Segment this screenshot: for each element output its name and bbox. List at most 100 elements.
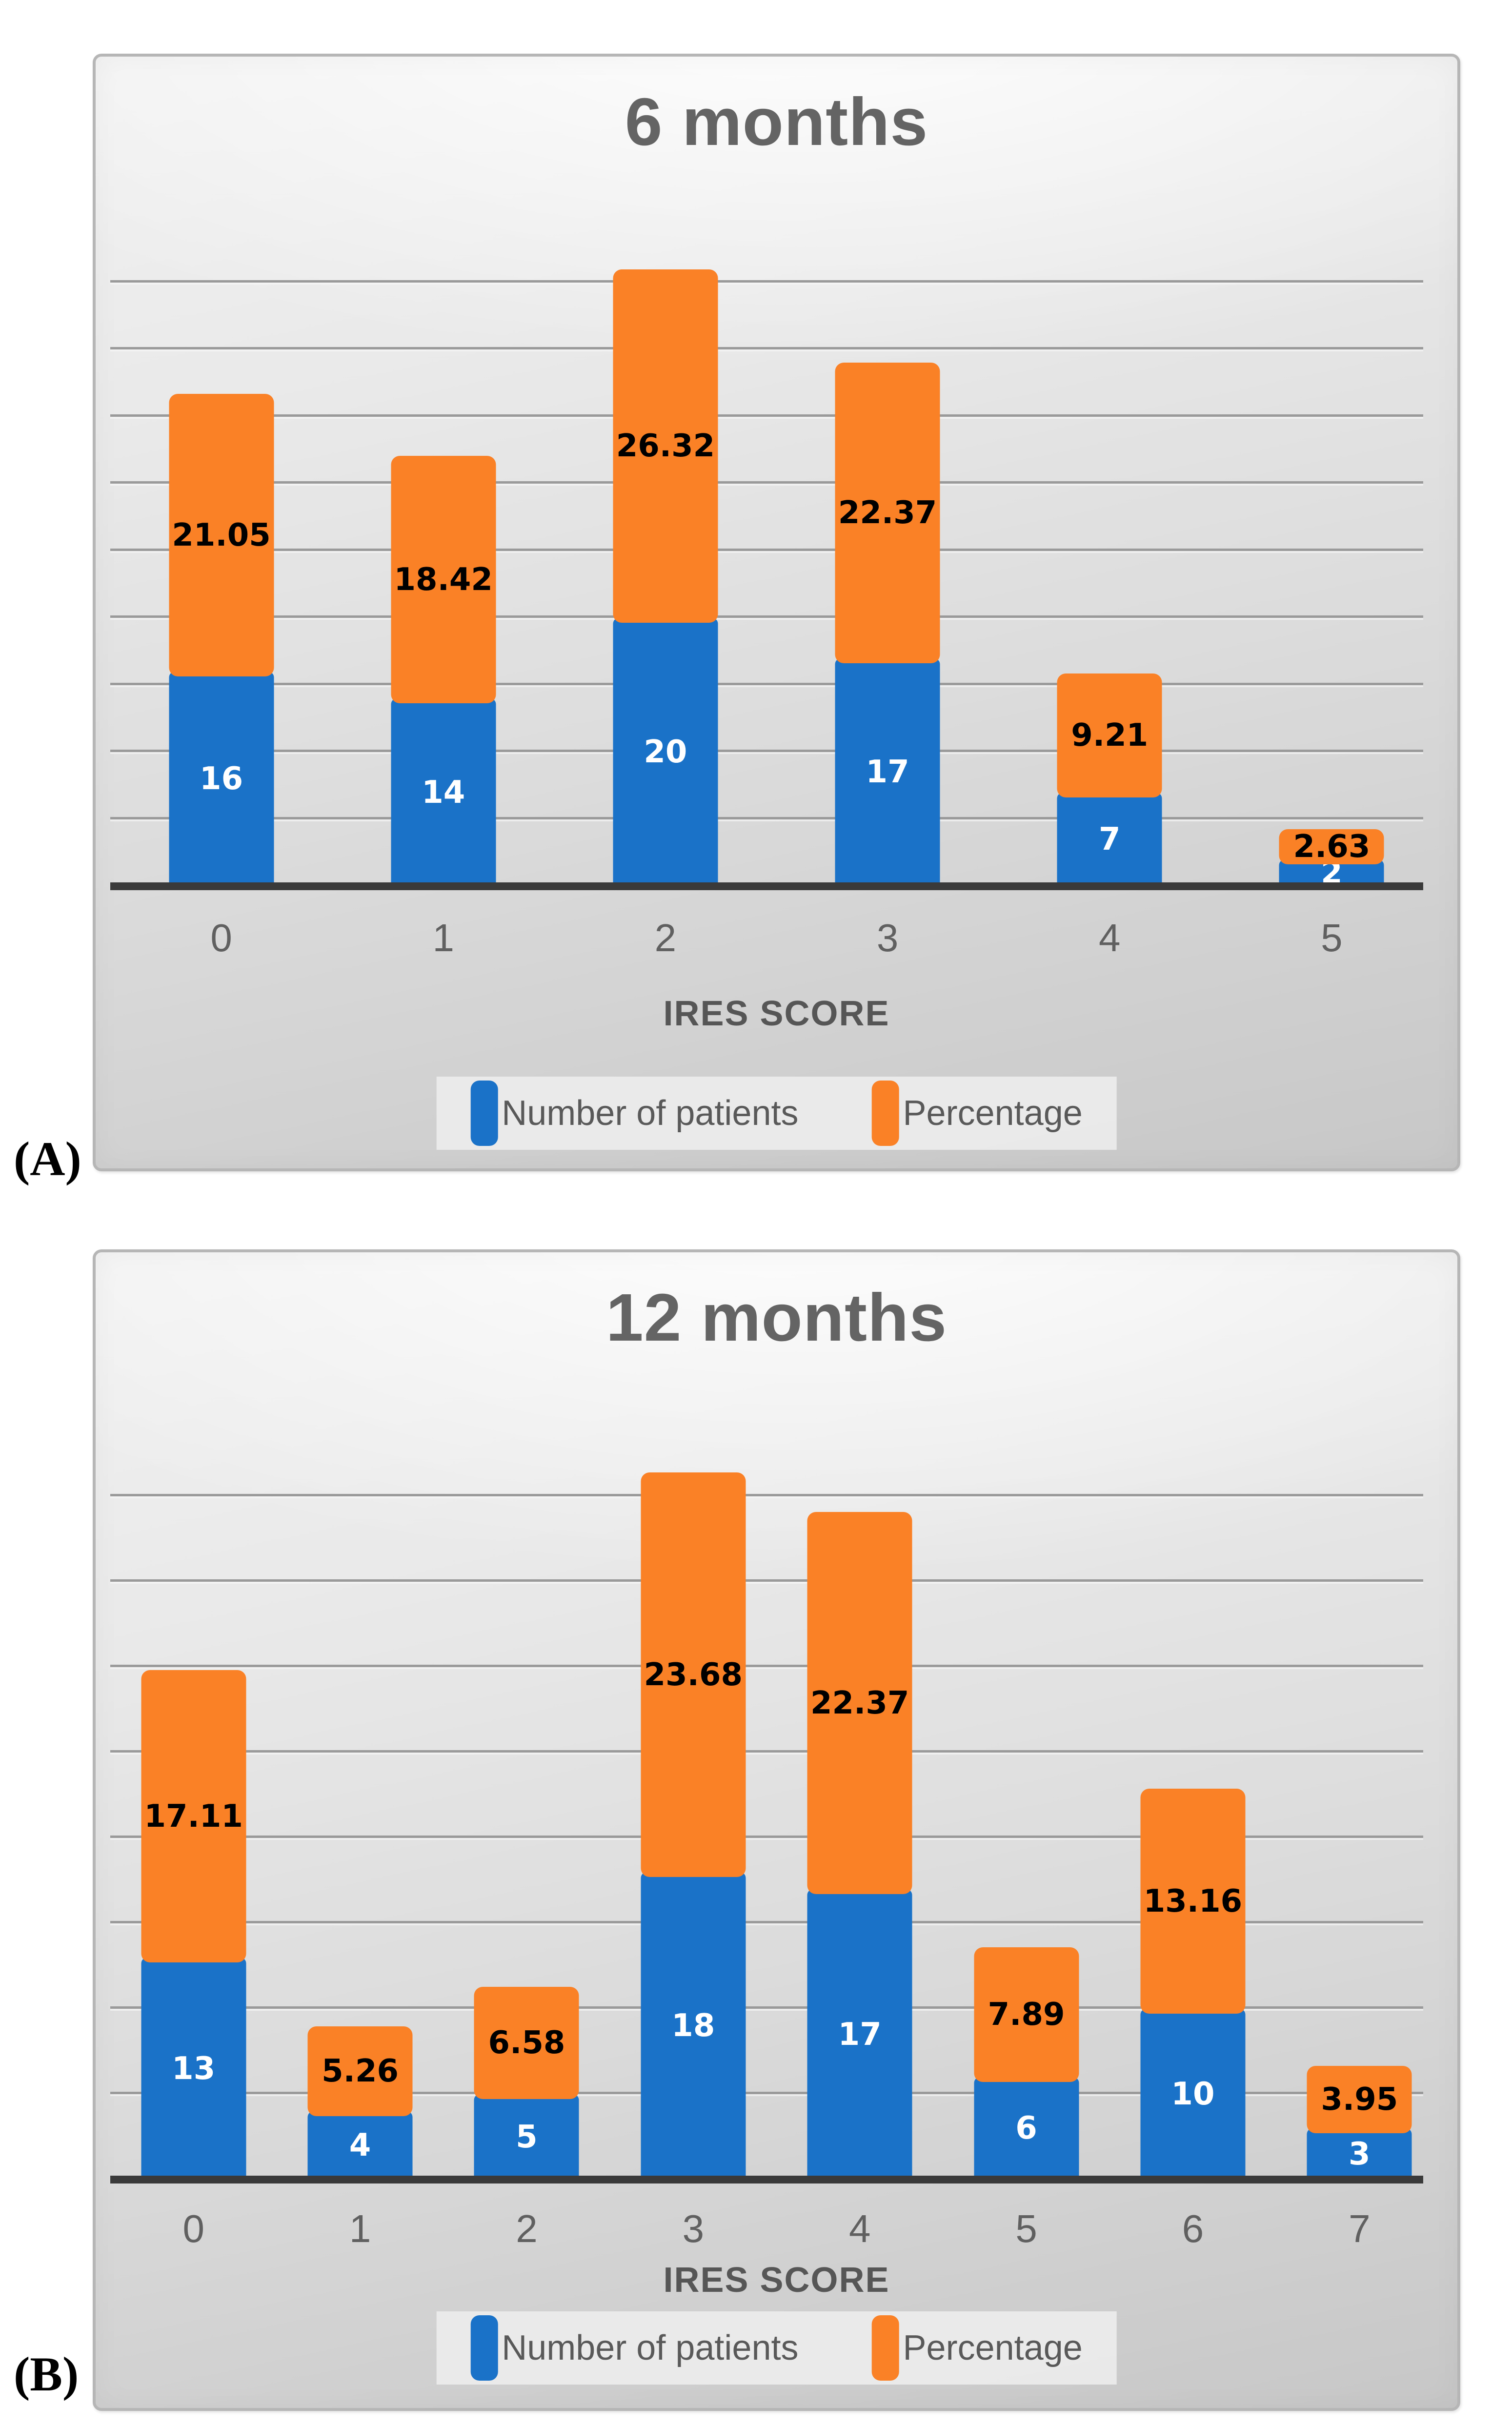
bar-value-label-patients: 16 bbox=[200, 761, 243, 797]
stacked-bar: 22.37 17 bbox=[835, 363, 940, 886]
legend-item-patients: Number of patients bbox=[470, 1081, 799, 1146]
bar-segment-patients: 20 bbox=[613, 618, 718, 886]
bar-segment-percentage: 22.37 bbox=[835, 363, 940, 663]
legend: Number of patients Percentage bbox=[436, 1077, 1117, 1150]
bar-segment-patients: 7 bbox=[1057, 792, 1162, 886]
bar-value-label-percentage: 21.05 bbox=[172, 517, 271, 553]
bar-segment-patients: 18 bbox=[641, 1872, 746, 2180]
bar-value-label-percentage: 22.37 bbox=[810, 1685, 909, 1721]
x-axis-title: IRES SCORE bbox=[663, 2261, 890, 2300]
gridline bbox=[110, 347, 1423, 349]
bar-value-label-percentage: 18.42 bbox=[394, 561, 493, 598]
bar-group: 23.68 18 bbox=[610, 1428, 776, 2180]
bar-value-label-percentage: 26.32 bbox=[616, 428, 715, 465]
chart-title: 6 months bbox=[625, 84, 928, 160]
bar-value-label-patients: 17 bbox=[866, 754, 909, 791]
gridline bbox=[110, 750, 1423, 752]
bar-value-label-patients: 18 bbox=[671, 2008, 715, 2044]
bar-segment-percentage: 26.32 bbox=[613, 269, 718, 623]
gridline bbox=[110, 1921, 1423, 1923]
gridline bbox=[110, 1665, 1423, 1667]
bar-group: 22.37 17 bbox=[777, 1428, 943, 2180]
x-tick-label: 3 bbox=[876, 916, 899, 959]
legend-label-percentage: Percentage bbox=[903, 1094, 1083, 1133]
legend-swatch-patients bbox=[470, 1081, 498, 1146]
stacked-bar: 13.16 10 bbox=[1140, 1789, 1246, 2180]
bar-segment-patients: 10 bbox=[1140, 2009, 1246, 2180]
bar-segment-patients: 4 bbox=[307, 2111, 413, 2180]
x-tick-label: 6 bbox=[1182, 2207, 1204, 2250]
bar-value-label-patients: 10 bbox=[1171, 2076, 1215, 2112]
bar-group: 7.89 6 bbox=[943, 1428, 1109, 2180]
bar-value-label-percentage: 3.95 bbox=[1321, 2081, 1398, 2118]
chart-title: 12 months bbox=[605, 1280, 948, 1355]
stacked-bar: 26.32 20 bbox=[613, 269, 718, 886]
legend-item-percentage: Percentage bbox=[871, 2315, 1083, 2381]
legend-swatch-percentage bbox=[871, 1081, 899, 1146]
bar-segment-percentage: 23.68 bbox=[641, 1472, 746, 1877]
x-axis-line bbox=[110, 882, 1423, 890]
bar-value-label-patients: 6 bbox=[1015, 2110, 1037, 2146]
stacked-bar: 6.58 5 bbox=[474, 1986, 579, 2180]
legend-item-percentage: Percentage bbox=[871, 1081, 1083, 1146]
gridline bbox=[110, 548, 1423, 551]
bar-group: 22.37 17 bbox=[777, 218, 999, 886]
legend: Number of patients Percentage bbox=[436, 2311, 1117, 2385]
x-tick-label: 1 bbox=[349, 2207, 371, 2250]
bar-group: 18.42 14 bbox=[332, 218, 554, 886]
bar-segment-percentage: 21.05 bbox=[169, 394, 274, 676]
panel-label-a: (A) bbox=[14, 1132, 81, 1186]
bar-value-label-percentage: 6.58 bbox=[488, 2024, 565, 2061]
bar-group: 5.26 4 bbox=[277, 1428, 443, 2180]
x-tick-label: 2 bbox=[654, 916, 677, 959]
x-axis-tick-labels: 0 1 2 3 4 5 bbox=[110, 916, 1443, 964]
gridline bbox=[110, 2006, 1423, 2009]
bar-value-label-percentage: 2.63 bbox=[1293, 828, 1371, 865]
bar-value-label-percentage: 22.37 bbox=[838, 494, 937, 531]
gridline bbox=[110, 280, 1423, 283]
stacked-bar: 22.37 17 bbox=[807, 1512, 912, 2180]
bar-value-label-patients: 4 bbox=[349, 2127, 371, 2163]
bar-group: 3.95 3 bbox=[1276, 1428, 1443, 2180]
bar-segment-percentage: 6.58 bbox=[474, 1986, 579, 2099]
legend-label-patients: Number of patients bbox=[502, 2328, 799, 2367]
bar-segment-percentage: 13.16 bbox=[1140, 1789, 1246, 2014]
plot-area: 17.11 13 5.26 4 6.58 5 23.68 18 22.37 17 7.89 6 13.1… bbox=[110, 1428, 1443, 2183]
chart-panel-6-months: 6 months 21.05 16 18.42 14 26.32 20 22.37 17 9.2… bbox=[93, 54, 1460, 1171]
chart-panel-12-months: 12 months 17.11 13 5.26 4 6.58 5 23.68 18 22.37 1… bbox=[93, 1249, 1460, 2411]
bar-value-label-patients: 14 bbox=[422, 774, 465, 811]
x-axis-title: IRES SCORE bbox=[663, 994, 890, 1033]
bar-group: 6.58 5 bbox=[444, 1428, 610, 2180]
bar-segment-patients: 5 bbox=[474, 2094, 579, 2180]
stacked-bar: 2.63 2 bbox=[1279, 828, 1384, 889]
gridline bbox=[110, 1836, 1423, 1838]
bar-segment-patients: 16 bbox=[169, 672, 274, 886]
stacked-bar: 23.68 18 bbox=[641, 1472, 746, 2180]
bar-value-label-patients: 20 bbox=[644, 734, 687, 770]
gridline bbox=[110, 1579, 1423, 1582]
stacked-bar: 3.95 3 bbox=[1307, 2065, 1412, 2180]
bar-group: 13.16 10 bbox=[1109, 1428, 1276, 2180]
bar-segment-percentage: 7.89 bbox=[974, 1947, 1079, 2082]
stacked-bar: 9.21 7 bbox=[1057, 673, 1162, 886]
bar-value-label-patients: 13 bbox=[172, 2050, 216, 2087]
gridline bbox=[110, 1750, 1423, 1753]
x-tick-label: 2 bbox=[516, 2207, 538, 2250]
bar-segment-percentage: 18.42 bbox=[391, 456, 496, 703]
bar-group: 2.63 2 bbox=[1221, 218, 1443, 889]
bar-group: 9.21 7 bbox=[999, 218, 1221, 886]
bar-group: 26.32 20 bbox=[554, 218, 776, 886]
gridline bbox=[110, 414, 1423, 417]
x-tick-label: 1 bbox=[432, 916, 454, 959]
legend-swatch-patients bbox=[470, 2315, 498, 2381]
legend-item-patients: Number of patients bbox=[470, 2315, 799, 2381]
bar-value-label-percentage: 7.89 bbox=[988, 1996, 1065, 2033]
gridline bbox=[110, 481, 1423, 484]
bar-value-label-patients: 5 bbox=[516, 2119, 538, 2155]
gridline bbox=[110, 615, 1423, 618]
plot-area: 21.05 16 18.42 14 26.32 20 22.37 17 9.21 7 2.63 2 bbox=[110, 218, 1443, 890]
gridline bbox=[110, 816, 1423, 819]
bar-segment-patients: 6 bbox=[974, 2077, 1079, 2180]
bar-value-label-percentage: 9.21 bbox=[1071, 717, 1149, 754]
